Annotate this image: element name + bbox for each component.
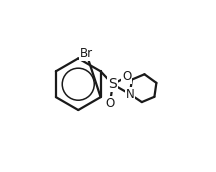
Text: O: O bbox=[122, 70, 131, 83]
Text: N: N bbox=[125, 88, 134, 101]
Text: Br: Br bbox=[80, 47, 93, 60]
Text: O: O bbox=[105, 97, 115, 110]
Text: S: S bbox=[108, 77, 117, 91]
